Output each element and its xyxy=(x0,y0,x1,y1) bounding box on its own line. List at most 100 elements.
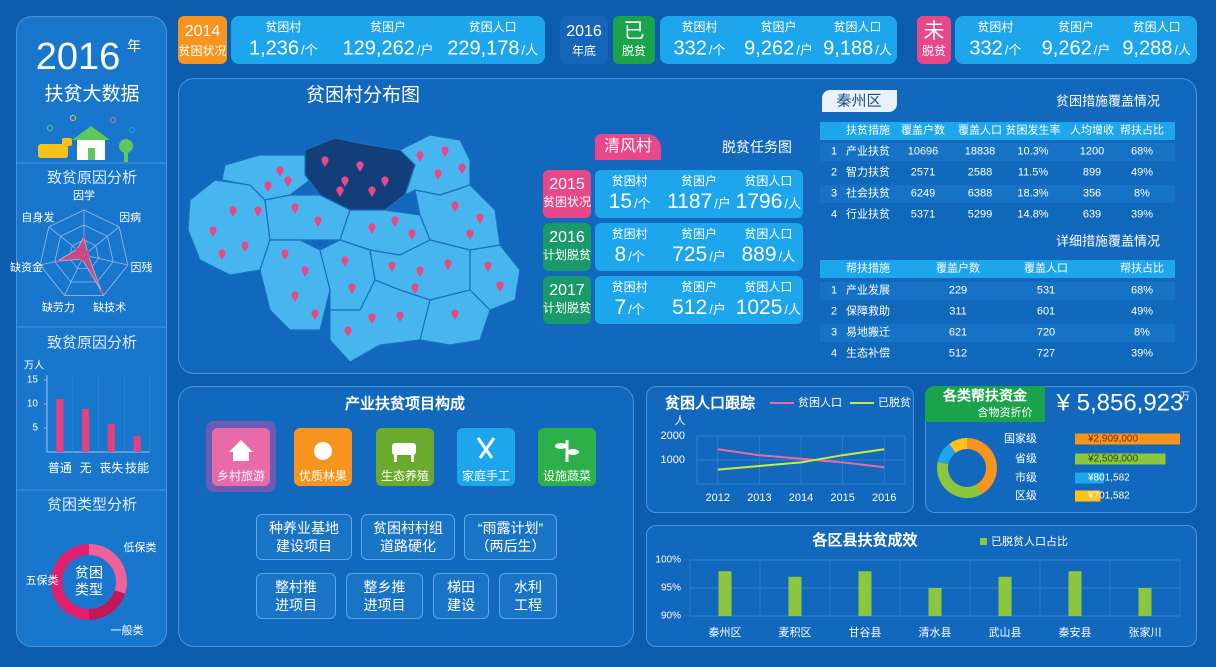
stat-label: 贫困人口 xyxy=(1132,20,1181,35)
village-pin-tip xyxy=(389,267,395,272)
radar-spoke xyxy=(83,226,120,256)
badge-line1: 已 xyxy=(623,19,645,43)
table-cell: 6249 xyxy=(910,187,936,200)
radar-point xyxy=(86,250,90,254)
project-button xyxy=(499,573,557,619)
value: 9,262 xyxy=(744,37,795,60)
radar-point xyxy=(82,235,86,239)
radar-ring xyxy=(68,239,100,269)
village-pin xyxy=(458,163,466,171)
stat-value: 129,262/户 xyxy=(343,38,434,61)
table-cell: 2588 xyxy=(967,166,993,179)
table-cell: 727 xyxy=(1036,347,1056,360)
badge xyxy=(917,16,951,64)
village-pin-tip xyxy=(210,232,216,237)
village-pin xyxy=(356,161,364,169)
radar-spoke xyxy=(83,254,128,266)
y-tick-label: 90% xyxy=(661,611,681,622)
icon-label: 设施蔬菜 xyxy=(543,469,591,483)
table-header-cell: 覆盖户数 xyxy=(901,124,945,137)
village-stat-label: 贫困户 xyxy=(680,280,718,295)
table-cell: 行业扶贫 xyxy=(846,208,890,221)
funds-bar xyxy=(1075,490,1101,502)
village-tab xyxy=(595,134,661,160)
value: 229,178 xyxy=(447,37,520,60)
unit: /人 xyxy=(784,195,801,211)
table-cell: 2 xyxy=(830,305,838,318)
village-stat-label: 贫困人口 xyxy=(744,174,793,189)
table-header xyxy=(820,260,1175,278)
stat-value: 512/户 xyxy=(672,296,726,320)
table-cell: 49% xyxy=(1130,305,1154,318)
village-pin xyxy=(218,249,226,257)
village-pin-tip xyxy=(485,267,491,272)
village-stat-label: 贫困户 xyxy=(680,174,718,189)
unit: /户 xyxy=(709,301,726,317)
village-pin-tip xyxy=(452,207,458,212)
table-row xyxy=(820,282,1175,300)
village-pin-tip xyxy=(342,262,348,267)
value: 1796 xyxy=(735,189,783,213)
glyph xyxy=(476,437,494,459)
line-series xyxy=(717,448,885,469)
village-pin xyxy=(368,313,376,321)
table-cell: 229 xyxy=(948,284,968,297)
project-button xyxy=(464,514,557,560)
radar-label: 缺资金 xyxy=(10,260,43,274)
radar-point xyxy=(80,257,84,261)
section-title: 贫困类型分析 xyxy=(46,496,138,514)
tree-trunk xyxy=(124,150,128,162)
village-pin xyxy=(416,266,424,274)
stat-value: 332/个 xyxy=(969,38,1021,61)
donut-segment xyxy=(51,544,89,620)
project-button xyxy=(346,573,423,619)
value: 15 xyxy=(608,189,633,213)
table-cell: 保障救助 xyxy=(846,305,890,318)
table-cell: 14.8% xyxy=(1017,208,1049,221)
table-cell: 3 xyxy=(830,187,838,200)
funds-category: 省级 xyxy=(1015,452,1037,465)
table-header-cell: 扶贫措施 xyxy=(846,124,890,137)
village-pin xyxy=(314,216,322,224)
radar-point xyxy=(100,289,104,293)
tree-icon xyxy=(119,139,133,153)
stat-label: 贫困人口 xyxy=(833,20,882,35)
icon-label: 家庭手工 xyxy=(462,468,510,483)
funds-donut-segment xyxy=(949,438,967,453)
village-pin xyxy=(368,186,376,194)
table-header-cell: 帮扶占比 xyxy=(1120,262,1164,275)
funds-title: 各类帮扶资金 xyxy=(942,388,1028,404)
unit: /户 xyxy=(714,195,731,211)
icon-label: 乡村旅游 xyxy=(217,469,265,483)
table-header-cell: 覆盖人口 xyxy=(958,124,1002,137)
funds-category: 市级 xyxy=(1015,470,1037,484)
project-button xyxy=(256,514,352,560)
table-cell: 720 xyxy=(1036,326,1056,339)
table-cell: 3 xyxy=(830,326,838,339)
value: 332 xyxy=(673,37,707,60)
village-pin xyxy=(291,291,299,299)
table-header-cell: 覆盖户数 xyxy=(936,262,980,275)
badge-line2: 贫困状况 xyxy=(178,44,227,59)
village-pin-tip xyxy=(417,157,423,162)
bar xyxy=(788,576,802,616)
x-tick-label: 2016 xyxy=(872,492,896,504)
donut-center-label: 类型 xyxy=(75,582,103,598)
project-line: 进项目 xyxy=(363,596,406,613)
table-row xyxy=(820,324,1175,342)
y-tick-label: 15 xyxy=(27,375,39,386)
cow-head xyxy=(62,138,72,146)
village-pin-tip xyxy=(445,265,451,270)
village-pin-tip xyxy=(459,169,465,174)
table-cell: 1 xyxy=(830,145,838,158)
badge-line2: 脱贫 xyxy=(621,44,647,59)
project-line: 整村推 xyxy=(275,578,317,595)
bar xyxy=(1068,571,1082,616)
table-cell: 356 xyxy=(1082,187,1102,200)
stat-value: 9,288/人 xyxy=(1122,38,1191,61)
value: 9,262 xyxy=(1041,37,1092,60)
y-tick-label: 95% xyxy=(661,583,681,594)
district-tab xyxy=(822,90,897,112)
village-badge xyxy=(543,223,591,271)
